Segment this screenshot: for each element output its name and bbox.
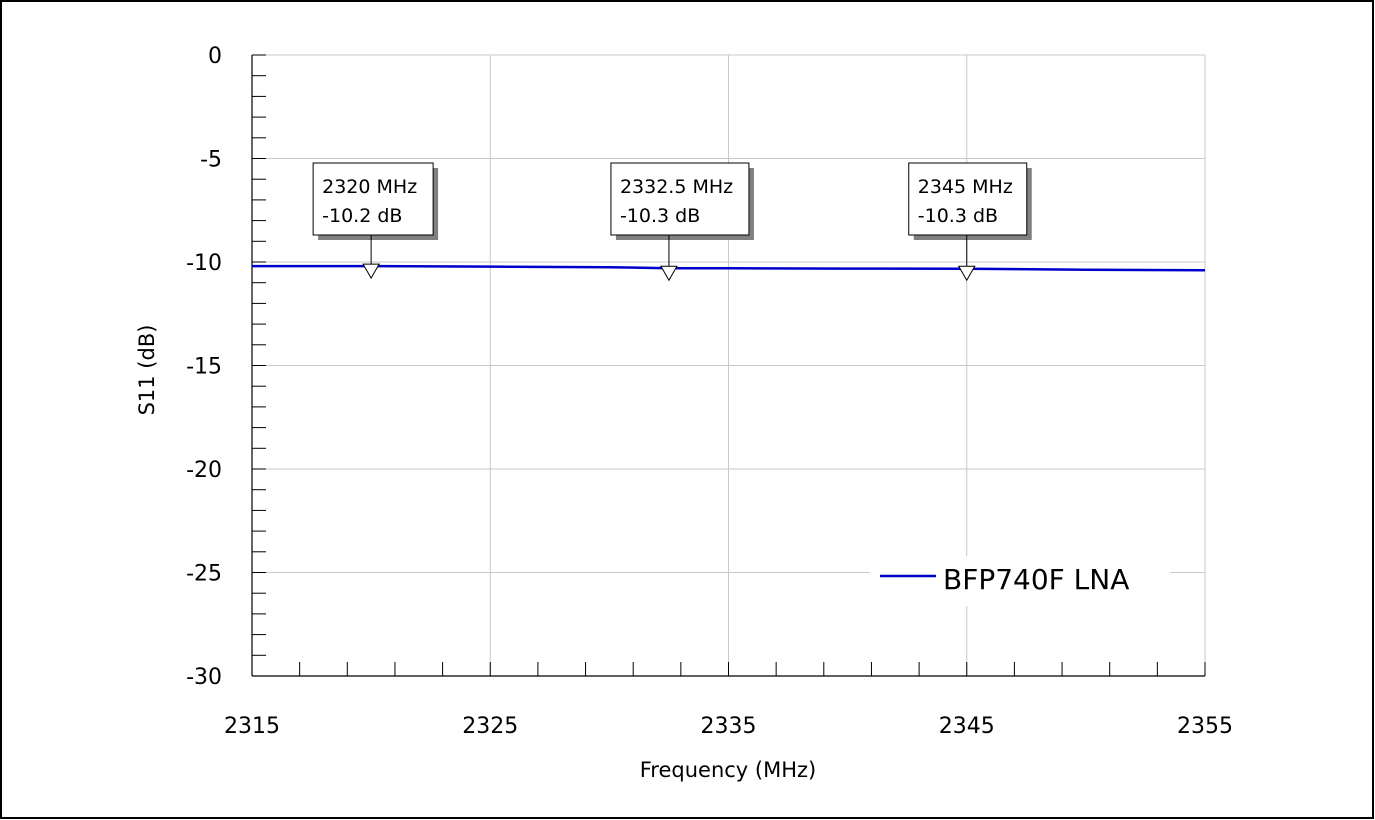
y-tick-label: -15 [186,355,222,380]
marker-triangle [362,263,380,280]
marker-triangle [957,265,976,282]
marker-box [610,162,750,236]
series-layer [252,264,1206,272]
marker-freq-label: 2332.5 MHz [620,176,733,198]
marker-value-label: -10.3 dB [918,205,998,227]
legend-label: BFP740F LNA [943,563,1129,596]
x-tick-label: 2355 [1177,714,1233,739]
marker-freq-label: 2345 MHz [918,176,1013,198]
y-tick-label: -30 [186,665,222,690]
marker-layer: 2320 MHz -10.2 dB 2332.5 MHz -10.3 dB 2345 M… [312,162,1032,282]
x-tick-label: 2335 [701,714,757,739]
series-line [252,264,1206,272]
marker-triangle [660,265,678,282]
x-axis-label: Frequency (MHz) [640,758,816,782]
y-tick-label: -20 [186,458,222,483]
x-tick-label: 2315 [224,714,280,739]
y-tick-label: -5 [200,148,222,173]
marker-freq-label: 2320 MHz [322,176,417,198]
marker-value-label: -10.3 dB [620,205,700,227]
legend: BFP740F LNA [870,556,1170,606]
marker-box [312,162,434,236]
legend-background [870,556,1170,606]
y-tick-label: -25 [186,562,222,587]
y-tick-label: 0 [208,44,222,69]
y-axis-label: S11 (dB) [135,325,159,416]
marker-value-label: -10.2 dB [322,205,402,227]
x-tick-label: 2325 [462,714,518,739]
x-tick-label: 2345 [939,714,995,739]
marker-box [908,162,1028,236]
y-tick-label: -10 [186,251,222,276]
